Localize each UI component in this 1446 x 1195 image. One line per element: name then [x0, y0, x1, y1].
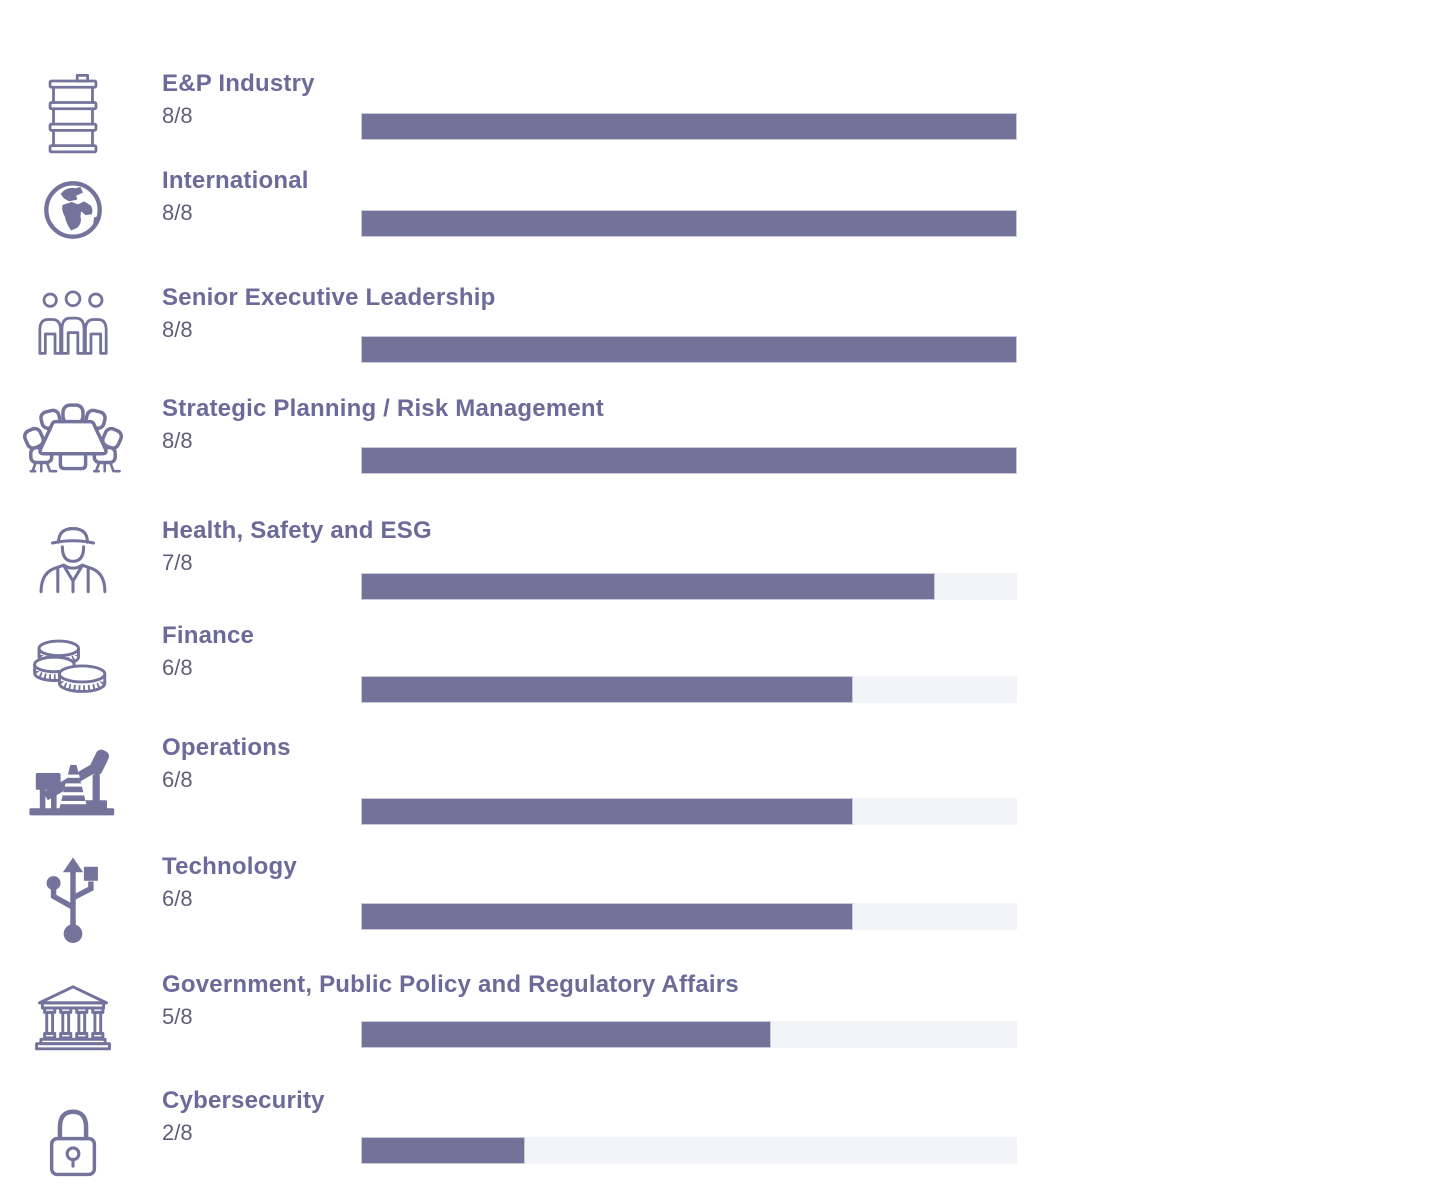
bar-track: [361, 1021, 1017, 1048]
category-label: Finance: [162, 622, 255, 649]
bar-track: [361, 798, 1017, 825]
globe-icon: [40, 171, 106, 261]
skill-row: E&P Industry 8/8: [40, 70, 1030, 178]
fraction-label: 6/8: [162, 767, 193, 792]
bar-track: [361, 903, 1017, 930]
category-label: Health, Safety and ESG: [162, 517, 432, 544]
category-label: Cybersecurity: [162, 1087, 325, 1114]
category-label: Technology: [162, 853, 297, 880]
bar-fill: [361, 336, 1017, 363]
skill-row: Technology 6/8: [40, 853, 1030, 961]
bar-track: [361, 573, 1017, 600]
fraction-label: 7/8: [162, 550, 193, 575]
skill-row: International 8/8: [40, 167, 1030, 275]
fraction-label: 6/8: [162, 655, 193, 680]
bar-fill: [361, 676, 853, 703]
boardroom-table-icon: [22, 399, 124, 489]
skill-row: Health, Safety and ESG 7/8: [39, 517, 1030, 625]
category-label: Strategic Planning / Risk Management: [162, 395, 604, 422]
fraction-label: 8/8: [162, 317, 193, 342]
bar-fill: [361, 113, 1017, 140]
coins-icon: [33, 626, 107, 716]
bar-track: [361, 447, 1017, 474]
bar-fill: [361, 798, 853, 825]
category-label: Operations: [162, 734, 291, 761]
category-label: Government, Public Policy and Regulatory…: [162, 971, 739, 998]
fraction-label: 5/8: [162, 1004, 193, 1029]
fraction-label: 8/8: [162, 428, 193, 453]
skill-row: Finance 6/8: [33, 622, 1030, 730]
pumpjack-icon: [29, 738, 115, 828]
safety-worker-icon: [39, 521, 107, 611]
bar-fill: [361, 1137, 525, 1164]
bar-track: [361, 336, 1017, 363]
skill-row: Cybersecurity 2/8: [40, 1087, 1030, 1195]
category-label: E&P Industry: [162, 70, 315, 97]
bar-track: [361, 1137, 1017, 1164]
bar-track: [361, 676, 1017, 703]
bar-fill: [361, 1021, 771, 1048]
skill-row: Senior Executive Leadership 8/8: [38, 284, 1030, 392]
people-group-icon: [38, 288, 108, 378]
fraction-label: 6/8: [162, 886, 193, 911]
padlock-icon: [40, 1091, 106, 1181]
bar-fill: [361, 210, 1017, 237]
fraction-label: 8/8: [162, 103, 193, 128]
usb-icon: [40, 857, 106, 947]
skill-row: Strategic Planning / Risk Management 8/8: [22, 395, 1030, 503]
fraction-label: 2/8: [162, 1120, 193, 1145]
skill-row: Operations 6/8: [29, 734, 1030, 842]
bar-fill: [361, 903, 853, 930]
bar-track: [361, 113, 1017, 140]
category-label: International: [162, 167, 309, 194]
category-label: Senior Executive Leadership: [162, 284, 496, 311]
bar-fill: [361, 573, 935, 600]
oil-drum-icon: [40, 74, 106, 164]
bar-fill: [361, 447, 1017, 474]
fraction-label: 8/8: [162, 200, 193, 225]
bar-track: [361, 210, 1017, 237]
bank-building-icon: [35, 975, 111, 1065]
skill-row: Government, Public Policy and Regulatory…: [35, 971, 1030, 1079]
